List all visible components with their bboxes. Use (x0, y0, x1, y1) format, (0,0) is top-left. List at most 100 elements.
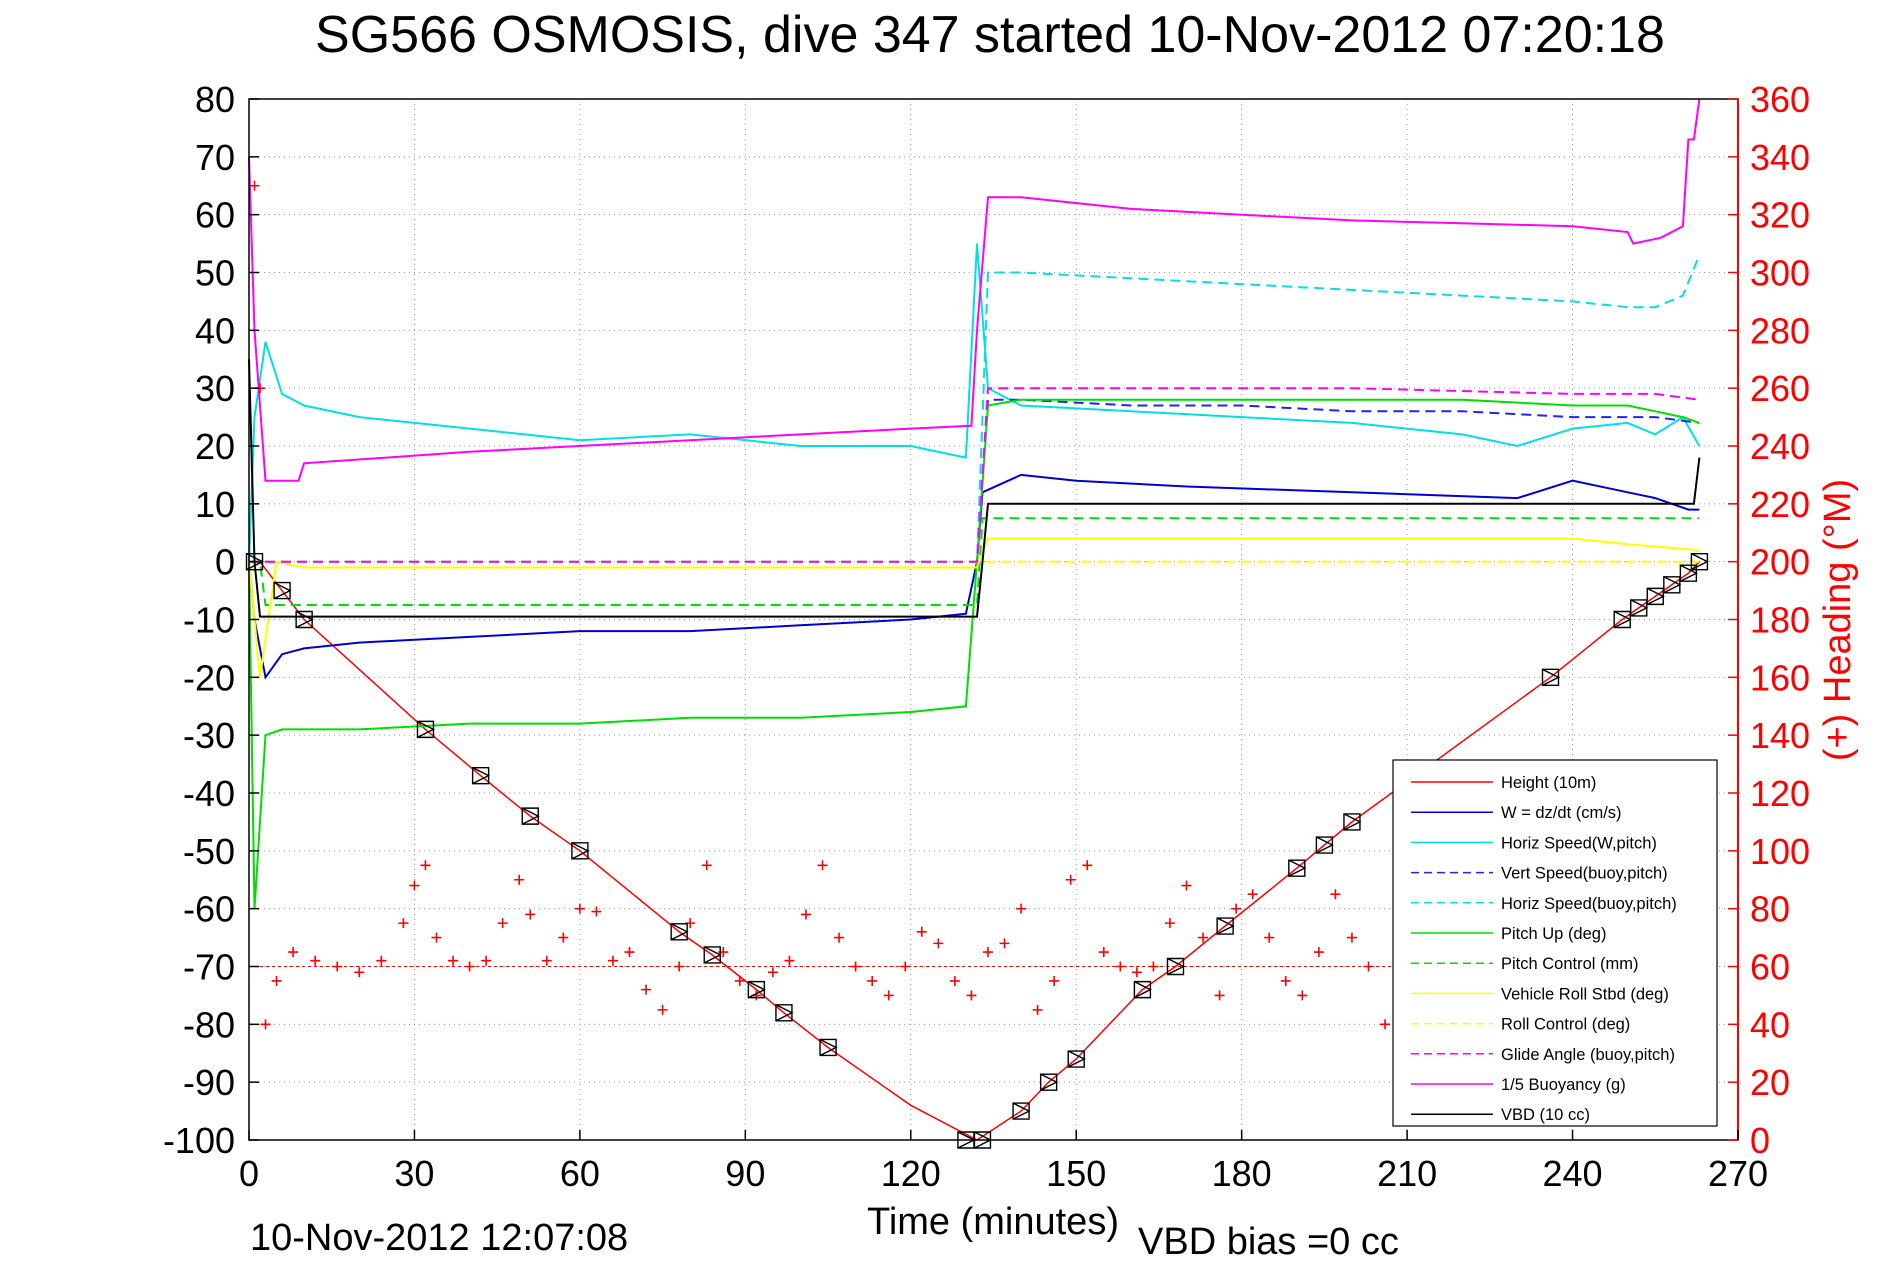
dive-marker (273, 581, 292, 600)
dive-marker (775, 1004, 794, 1022)
heading-point (1231, 903, 1242, 914)
y-tick-right-label: 80 (1750, 889, 1790, 930)
y-tick-right-label: 260 (1750, 368, 1810, 409)
heading-point (376, 955, 387, 966)
heading-point (271, 975, 282, 986)
heading-point (701, 860, 712, 871)
legend-label: Height (10m) (1501, 774, 1596, 792)
x-tick-label: 180 (1212, 1153, 1272, 1194)
heading-point (1297, 990, 1308, 1001)
heading-point (1330, 889, 1341, 900)
dive-marker (703, 946, 722, 964)
dive-marker (521, 807, 540, 825)
y-tick-right-label: 60 (1750, 947, 1790, 988)
legend-label: Horiz Speed(buoy,pitch) (1501, 895, 1677, 913)
series-line (248, 98, 1701, 482)
heading-point (949, 975, 960, 986)
y-tick-right-label: 100 (1750, 831, 1810, 872)
heading-point (1280, 975, 1291, 986)
dive-marker (1315, 836, 1334, 854)
y-tick-label: 0 (215, 542, 235, 583)
y-axis-right-label: (+) Heading (°M) (1817, 479, 1859, 761)
footer-date: 10-Nov-2012 12:07:08 (250, 1217, 628, 1259)
y-tick-right-label: 140 (1750, 715, 1810, 756)
y-tick-right-label: 0 (1750, 1120, 1770, 1161)
y-tick-right-label: 240 (1750, 426, 1810, 467)
y-tick-label: -30 (183, 715, 235, 756)
x-tick-label: 120 (881, 1153, 941, 1194)
heading-point (1363, 961, 1374, 972)
dive-marker (1690, 552, 1709, 571)
heading-point (1049, 975, 1060, 986)
y-tick-label: -20 (183, 657, 235, 698)
y-tick-right-label: 180 (1750, 600, 1810, 641)
heading-point (867, 975, 878, 986)
y-tick-label: 10 (195, 484, 235, 525)
dive-marker (1166, 957, 1186, 976)
legend-label: VBD (10 cc) (1501, 1106, 1590, 1124)
x-tick-label: 30 (394, 1153, 434, 1194)
heading-point (1148, 961, 1159, 972)
footer-vbd-bias: VBD bias =0 cc (1138, 1221, 1399, 1262)
y-tick-right-label: 300 (1750, 253, 1810, 294)
dive-marker (1067, 1050, 1086, 1068)
x-tick-label: 60 (560, 1153, 600, 1194)
series-line (249, 254, 1701, 563)
heading-point (497, 918, 508, 929)
heading-point (354, 967, 365, 978)
chart-title: SG566 OSMOSIS, dive 347 started 10-Nov-2… (315, 6, 1665, 64)
heading-point (800, 909, 811, 920)
heading-point (883, 990, 894, 1001)
heading-point (850, 961, 861, 972)
heading-point (1082, 860, 1093, 871)
y-tick-right-label: 340 (1750, 137, 1810, 178)
dive-marker (670, 923, 689, 941)
heading-point (1181, 880, 1192, 891)
y-tick-right-label: 120 (1750, 773, 1810, 814)
legend-label: Pitch Control (mm) (1501, 955, 1639, 973)
dive-marker (1133, 980, 1152, 999)
heading-point (933, 938, 944, 949)
dive-marker (1613, 610, 1632, 629)
heading-point (591, 906, 602, 917)
legend-label: Horiz Speed(W,pitch) (1501, 834, 1657, 852)
heading-point (999, 938, 1010, 949)
heading-point (607, 955, 618, 966)
heading-point (1214, 990, 1225, 1001)
x-tick-label: 240 (1543, 1153, 1603, 1194)
heading-point (558, 932, 569, 943)
dive-marker (1630, 599, 1649, 617)
heading-point (1032, 1004, 1043, 1015)
y-tick-label: -50 (183, 831, 235, 872)
y-tick-right-label: 320 (1750, 195, 1810, 236)
heading-point (1380, 1019, 1391, 1030)
x-tick-label: 150 (1046, 1153, 1106, 1194)
heading-point (448, 955, 459, 966)
dive-marker (1646, 587, 1665, 606)
series-line (248, 398, 1700, 909)
dive-marker (1012, 1102, 1031, 1120)
dive-marker (416, 720, 436, 739)
heading-point (464, 961, 475, 972)
heading-point (398, 918, 409, 929)
heading-point (817, 860, 828, 871)
heading-point (982, 947, 993, 958)
heading-point (1198, 932, 1209, 943)
series-line (249, 387, 1700, 563)
y-tick-label: -90 (183, 1062, 235, 1103)
y-tick-label: -100 (163, 1120, 235, 1161)
y-tick-right-label: 40 (1750, 1004, 1790, 1045)
dive-marker (1541, 668, 1561, 687)
legend-label: Vert Speed(buoy,pitch) (1501, 865, 1668, 883)
y-tick-label: 20 (195, 426, 235, 467)
series-line (248, 537, 1700, 678)
heading-point (1264, 932, 1275, 943)
y-tick-label: 30 (195, 368, 235, 409)
dive-marker (1663, 576, 1682, 594)
legend-label: Glide Angle (buoy,pitch) (1501, 1046, 1675, 1064)
x-tick-label: 0 (239, 1153, 259, 1194)
heading-point (1313, 947, 1324, 958)
heading-point (966, 990, 977, 1001)
y-tick-right-label: 160 (1750, 657, 1810, 698)
y-tick-label: -10 (183, 600, 235, 641)
